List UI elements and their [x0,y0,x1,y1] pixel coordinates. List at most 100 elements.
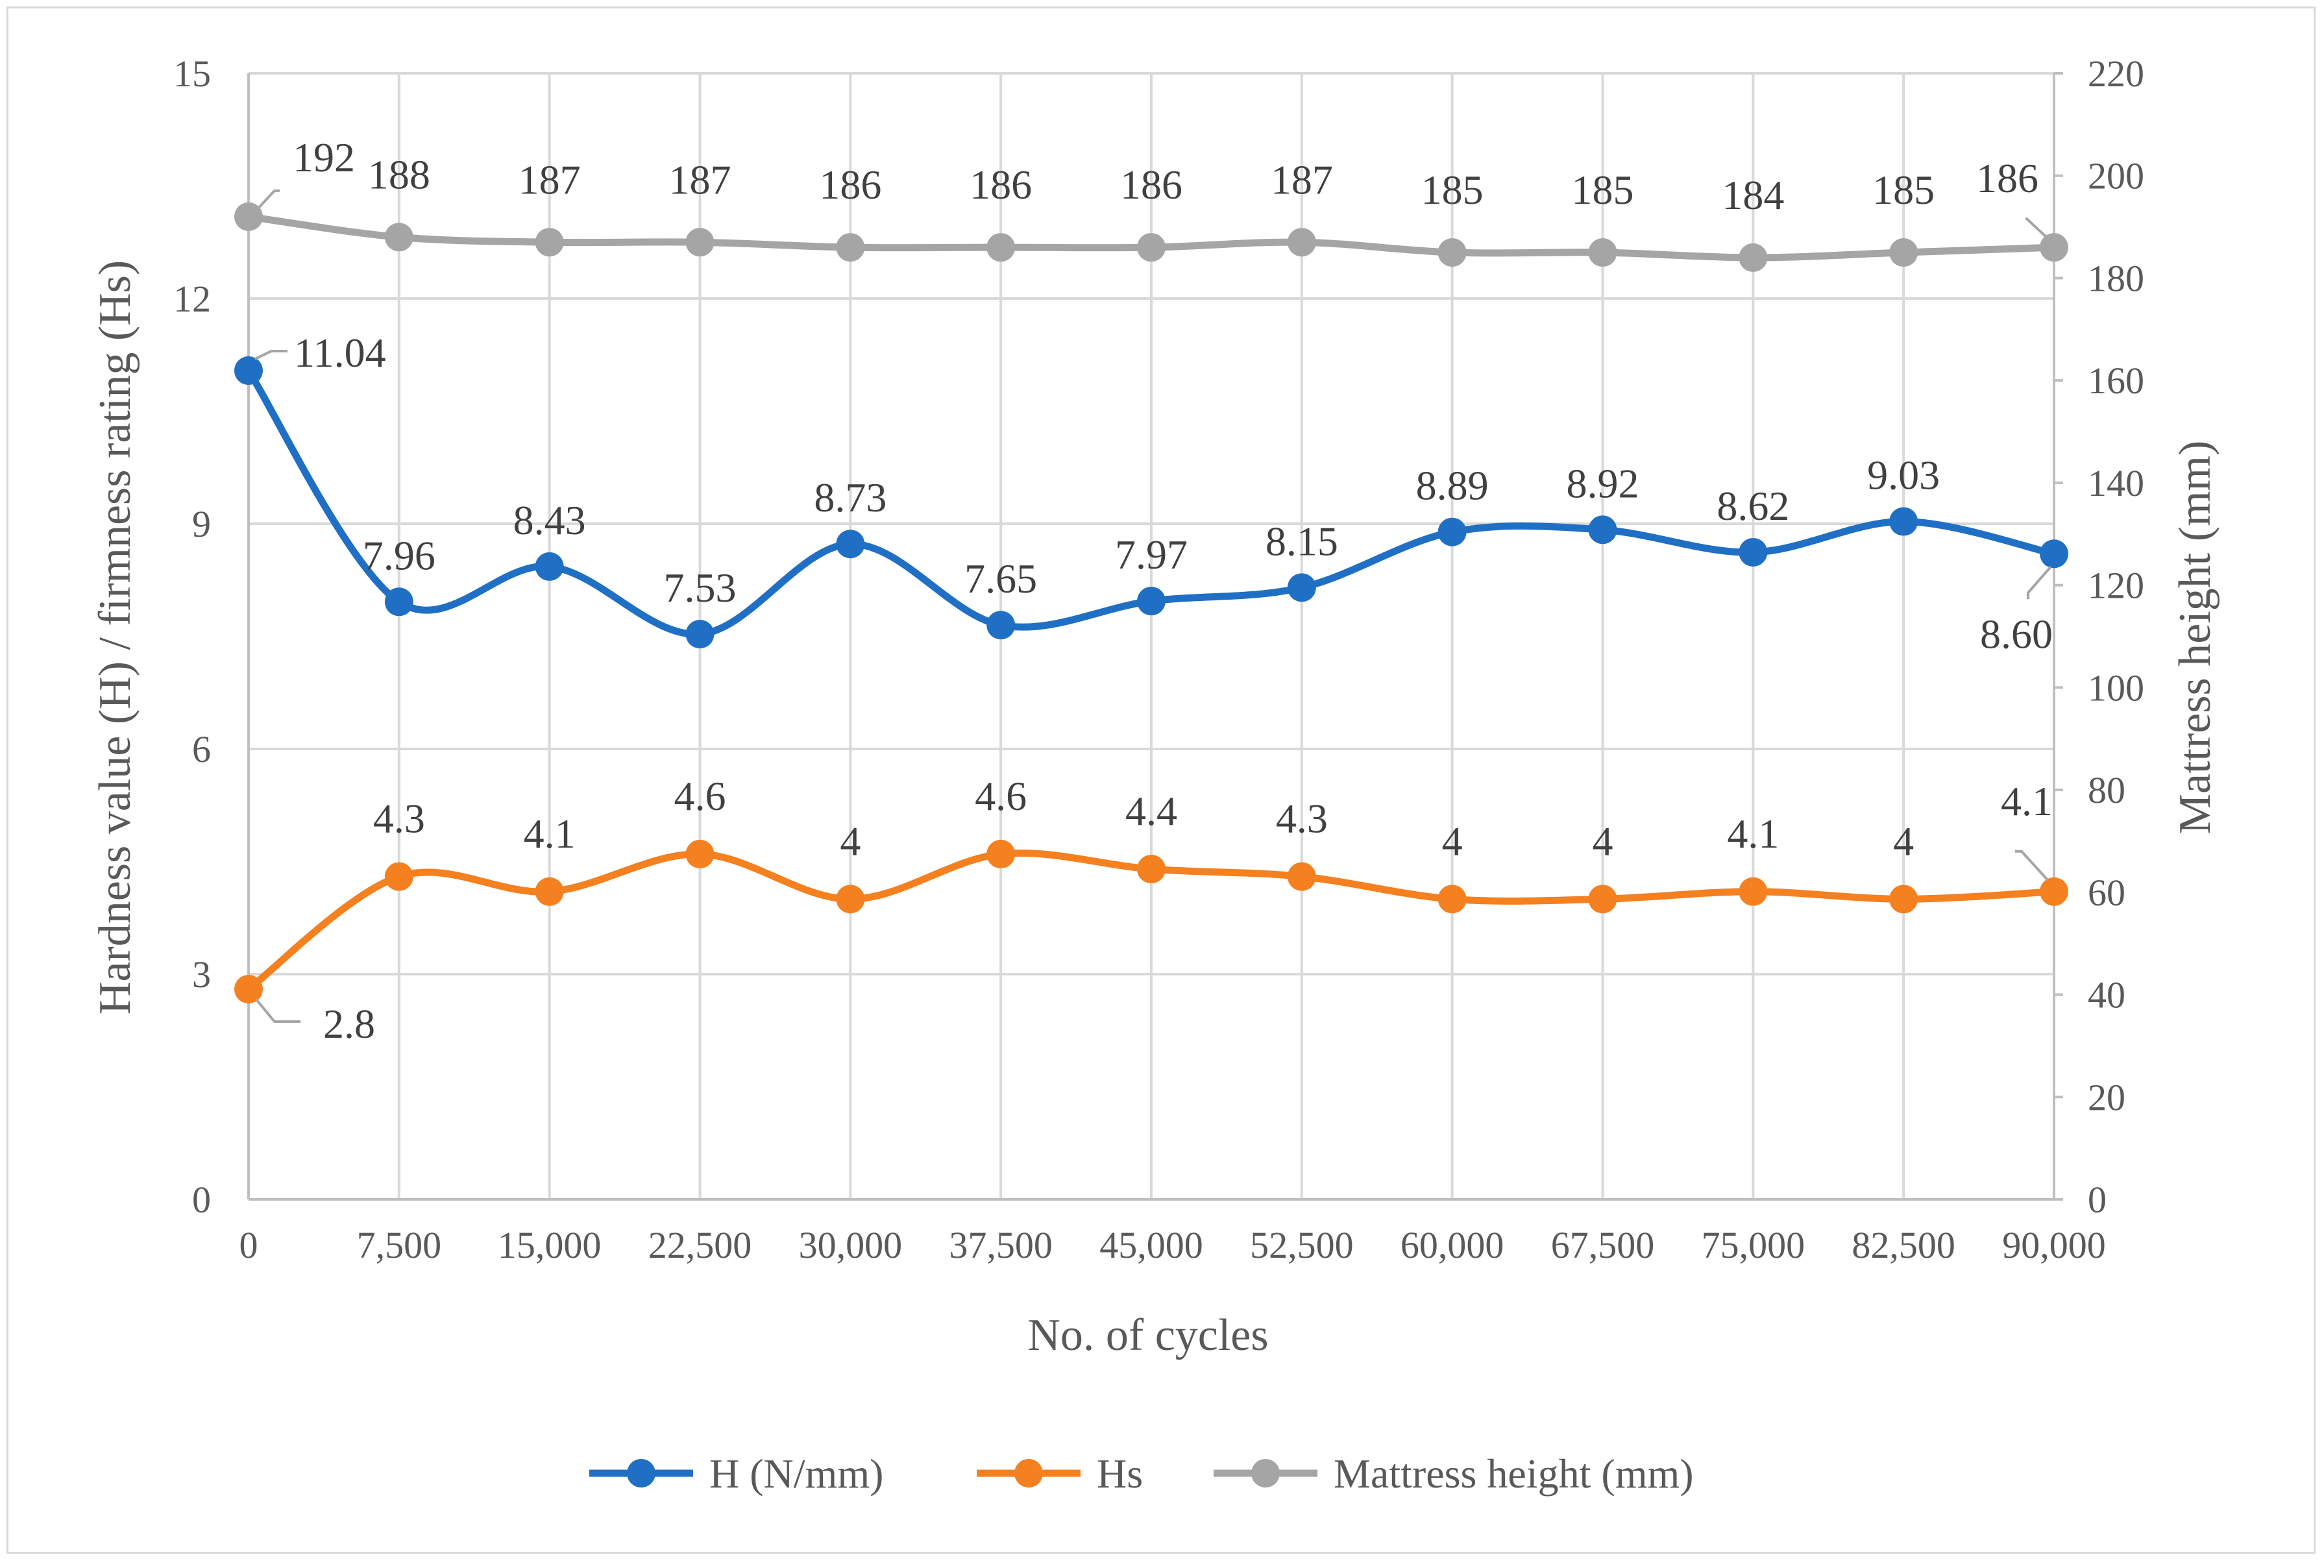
data-point [836,530,865,559]
data-point [1588,515,1617,545]
chart-frame [6,6,2316,1554]
x-axis-title: No. of cycles [1027,1310,1268,1360]
data-label: 7.97 [1115,532,1188,578]
data-labels: 11.04 7.96 8.43 7.53 8.73 7.65 7.97 8.15 8.89 8.9… [254,134,2053,1047]
data-point [1739,877,1768,906]
data-label: 7.65 [964,556,1037,602]
data-point [1889,507,1918,536]
data-point [384,587,413,617]
y-tick-label: 0 [192,1179,211,1221]
legend-swatch-marker [627,1459,655,1488]
data-label: 4 [1593,818,1613,864]
y2-tick-label: 220 [2088,53,2144,95]
data-label: 8.15 [1266,518,1338,564]
data-point [234,202,263,231]
data-point [685,839,715,868]
data-point [1437,517,1467,546]
data-label: 186 [819,162,881,208]
data-label: 4 [1893,818,1914,864]
data-point [2040,877,2068,906]
data-point [1588,885,1617,914]
data-label: 8.89 [1416,463,1489,509]
y2-tick-label: 80 [2088,769,2125,811]
data-label: 4.4 [1125,788,1177,834]
x-tick-label: 7,500 [357,1224,442,1266]
data-point [535,877,564,906]
data-point [384,862,413,891]
data-label: 7.96 [363,532,435,578]
data-label: 4.3 [373,796,425,842]
x-tick-label: 30,000 [799,1224,903,1266]
data-label: 4 [1442,818,1463,864]
y2-tick-label: 160 [2088,360,2144,402]
data-label: 4.3 [1276,796,1328,842]
label-leader-line [2025,217,2048,238]
data-label: 7.53 [664,565,737,611]
data-point [1137,855,1166,884]
y2-tick-label: 0 [2088,1179,2107,1221]
x-tick-label: 52,500 [1250,1224,1354,1266]
data-point [836,233,865,262]
series [234,202,2068,1004]
data-point [1137,233,1166,262]
y-tick-label: 9 [192,503,211,545]
data-label: 4.1 [524,811,576,857]
y2-tick-label: 60 [2088,872,2125,914]
data-label: 187 [669,156,731,202]
data-point [1287,573,1316,602]
data-point [685,228,715,257]
data-label: 186 [1120,162,1182,208]
data-point [1287,228,1316,257]
data-label: 192 [293,134,355,180]
data-label: 8.73 [814,474,887,521]
x-tick-label: 0 [239,1224,258,1266]
data-point [1739,243,1768,272]
legend-label: Hs [1097,1451,1143,1497]
x-tick-label: 37,500 [949,1224,1053,1266]
label-leader-line [2015,850,2049,881]
y2-tick-label: 100 [2088,667,2144,709]
data-label: 187 [1271,156,1333,202]
data-label: 4 [840,818,861,864]
y-tick-label: 6 [192,728,211,770]
data-label: 184 [1722,172,1784,218]
data-point [234,975,263,1004]
x-tick-label: 67,500 [1551,1224,1655,1266]
data-label: 8.60 [1980,611,2053,657]
data-point [1588,238,1617,267]
y2-tick-label: 120 [2088,565,2144,607]
data-label: 185 [1572,167,1634,213]
y2-axis-title: Mattress height (mm) [2170,441,2220,835]
x-tick-label: 45,000 [1099,1224,1203,1266]
y2-tick-label: 20 [2088,1076,2125,1118]
label-leader-line [2027,565,2052,600]
data-point [986,839,1016,868]
y-tick-label: 15 [173,53,211,95]
y2-tick-label: 40 [2088,974,2125,1016]
x-tick-label: 15,000 [498,1224,602,1266]
data-point [1739,537,1768,567]
data-point [2040,539,2068,569]
data-label: 4.6 [975,773,1027,819]
data-point [535,552,564,581]
data-point [1437,238,1467,267]
y-axis-title: Hardness value (H) / firmness rating (Hs… [90,260,140,1014]
x-tick-label: 82,500 [1852,1224,1955,1266]
label-leader-line [255,998,300,1023]
y-tick-label: 3 [192,953,211,996]
data-point [986,233,1016,262]
data-label: 186 [970,162,1032,208]
data-label: 4.6 [674,773,726,819]
data-point [986,611,1016,640]
data-label: 4.1 [2001,778,2053,824]
data-label: 8.43 [513,497,586,543]
y-tick-label: 12 [173,278,211,320]
data-label: 186 [1976,155,2038,201]
data-point [535,228,564,257]
data-label: 188 [368,151,430,197]
data-point [836,885,865,914]
data-point [1137,587,1166,616]
x-tick-label: 75,000 [1702,1224,1805,1266]
